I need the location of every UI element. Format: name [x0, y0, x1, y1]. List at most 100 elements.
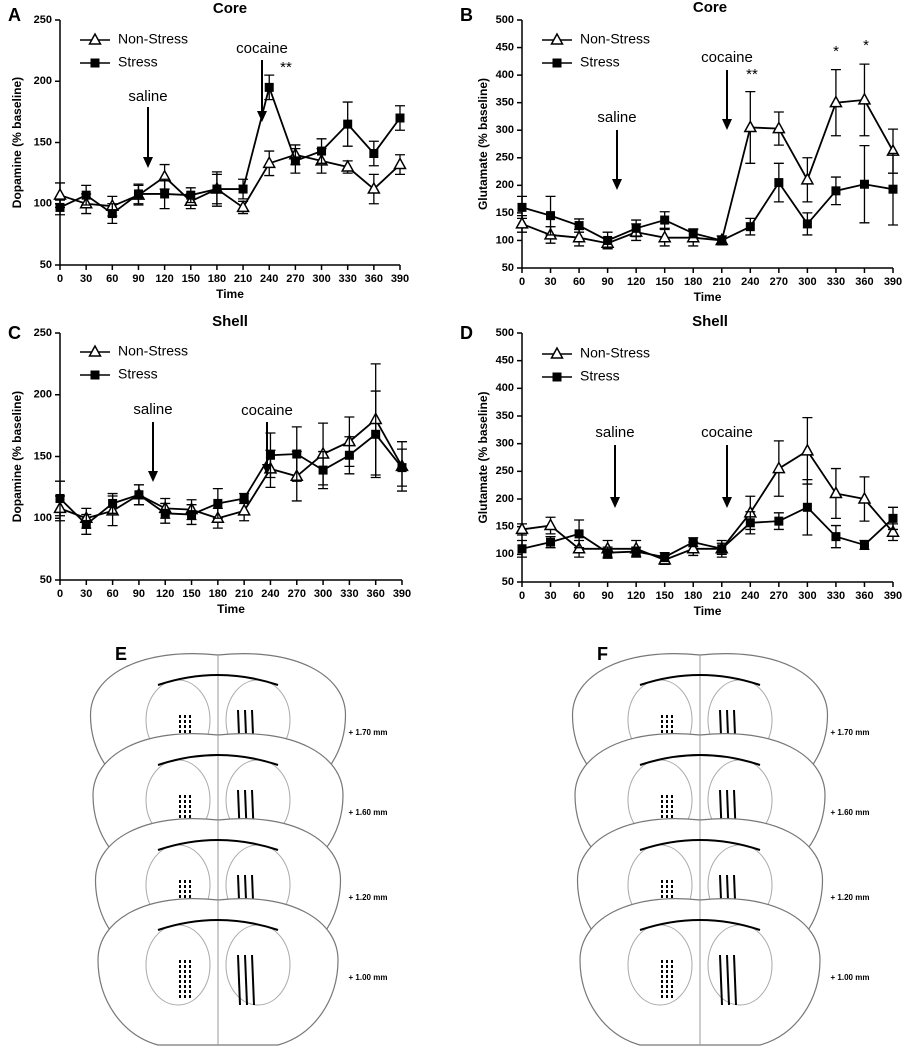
level-label: + 1.70 mm — [349, 728, 388, 737]
level-label: + 1.20 mm — [349, 893, 388, 902]
y-tick-label: 150 — [496, 207, 514, 219]
legend-label: Stress — [118, 366, 158, 382]
y-tick-label: 350 — [496, 410, 514, 422]
y-tick-label: 200 — [496, 493, 514, 505]
annotation: saline — [597, 109, 636, 126]
level-label: + 1.60 mm — [831, 808, 870, 817]
y-tick-label: 100 — [34, 198, 52, 210]
marker — [55, 202, 65, 212]
x-tick-label: 120 — [627, 590, 645, 602]
marker — [236, 199, 250, 213]
marker — [160, 189, 170, 199]
legend-label: Non-Stress — [580, 31, 650, 47]
marker — [857, 491, 872, 504]
x-tick-label: 120 — [627, 276, 645, 288]
marker — [745, 518, 755, 528]
y-tick-label: 500 — [496, 327, 514, 339]
annotation: cocaine — [701, 49, 753, 66]
x-tick-label: 0 — [519, 590, 525, 602]
arrow-head — [143, 157, 153, 168]
y-tick-label: 250 — [34, 14, 52, 26]
y-tick-label: 200 — [496, 179, 514, 191]
marker — [397, 463, 407, 473]
x-axis-title: Time — [216, 287, 244, 301]
y-tick-label: 300 — [496, 438, 514, 450]
x-tick-label: 120 — [155, 273, 173, 285]
corpus-callosum — [157, 754, 279, 766]
x-tick-label: 30 — [80, 588, 92, 600]
y-tick-label: 150 — [34, 450, 52, 462]
marker — [343, 119, 353, 129]
marker — [831, 186, 841, 196]
level-label: + 1.20 mm — [831, 893, 870, 902]
x-tick-label: 60 — [573, 276, 585, 288]
marker — [774, 516, 784, 526]
annotation: saline — [128, 88, 167, 105]
x-tick-label: 150 — [182, 273, 200, 285]
x-tick-label: 90 — [132, 273, 144, 285]
marker — [859, 540, 869, 550]
marker — [237, 503, 251, 516]
x-tick-label: 270 — [286, 273, 304, 285]
marker — [886, 524, 900, 537]
annotation: cocaine — [241, 402, 293, 419]
marker — [802, 502, 812, 512]
x-tick-label: 270 — [770, 276, 788, 288]
marker — [688, 228, 698, 238]
arrow-head — [610, 497, 620, 508]
x-tick-label: 270 — [770, 590, 788, 602]
marker — [88, 344, 102, 357]
x-tick-label: 150 — [182, 588, 200, 600]
marker — [107, 209, 117, 219]
panel-letter: C — [8, 323, 21, 343]
x-tick-label: 210 — [713, 276, 731, 288]
x-tick-label: 150 — [656, 276, 674, 288]
legend-label: Non-Stress — [118, 31, 188, 47]
x-tick-label: 60 — [573, 590, 585, 602]
x-tick-label: 180 — [208, 273, 226, 285]
marker — [517, 202, 527, 212]
marker — [90, 370, 100, 380]
x-tick-label: 240 — [260, 273, 278, 285]
y-axis-title: Glutamate (% baseline) — [476, 391, 490, 523]
y-tick-label: 250 — [34, 327, 52, 339]
series-line — [521, 180, 894, 242]
x-tick-label: 210 — [713, 590, 731, 602]
marker — [265, 450, 275, 460]
marker — [829, 95, 843, 108]
x-tick-label: 120 — [156, 588, 174, 600]
chart-title: Core — [693, 0, 727, 16]
arrow-head — [257, 111, 267, 122]
y-axis-title: Glutamate (% baseline) — [476, 78, 490, 210]
y-tick-label: 150 — [496, 521, 514, 533]
annotation: cocaine — [236, 40, 288, 57]
marker — [546, 537, 556, 547]
annotation: cocaine — [701, 424, 753, 441]
panel-letter: F — [597, 644, 608, 664]
x-tick-label: 390 — [884, 590, 902, 602]
x-tick-label: 0 — [519, 276, 525, 288]
x-tick-label: 90 — [601, 590, 613, 602]
marker — [546, 211, 556, 221]
marker — [550, 346, 564, 359]
arrow-head — [722, 119, 732, 130]
x-tick-label: 330 — [827, 590, 845, 602]
marker — [631, 223, 641, 233]
x-tick-label: 360 — [855, 590, 873, 602]
probe-track-right — [719, 954, 723, 1006]
x-tick-label: 150 — [656, 590, 674, 602]
probe-track-right — [733, 954, 737, 1006]
level-label: + 1.00 mm — [831, 973, 870, 982]
marker — [772, 121, 786, 134]
y-tick-label: 450 — [496, 355, 514, 367]
x-tick-label: 90 — [133, 588, 145, 600]
x-tick-label: 360 — [855, 276, 873, 288]
x-tick-label: 60 — [106, 588, 118, 600]
marker — [290, 156, 300, 166]
marker — [134, 490, 144, 500]
level-label: + 1.70 mm — [831, 728, 870, 737]
marker — [574, 221, 584, 231]
marker — [888, 513, 898, 523]
y-tick-label: 50 — [502, 262, 514, 274]
